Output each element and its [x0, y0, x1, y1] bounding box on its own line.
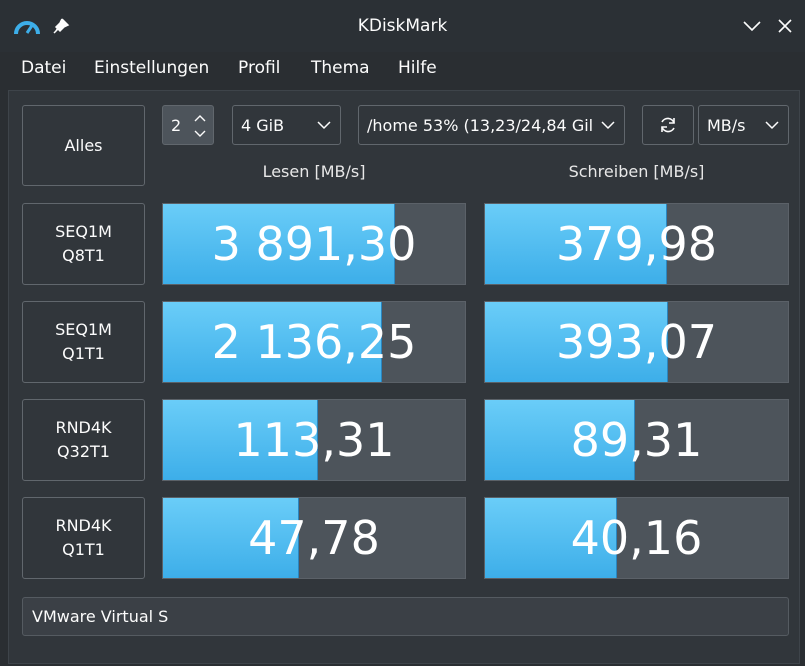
write-header: Schreiben [MB/s]	[568, 162, 705, 181]
write-value: 393,07	[556, 315, 717, 369]
menu-item[interactable]: Hilfe	[398, 58, 437, 78]
write-fill	[485, 498, 618, 578]
test-name: SEQ1M	[55, 222, 112, 241]
read-value: 113,31	[233, 413, 395, 467]
read-fill	[163, 498, 299, 578]
test-button[interactable]: SEQ1M Q1T1	[22, 301, 145, 383]
read-value: 2 136,25	[211, 315, 417, 369]
target-value: /home 53% (13,23/24,84 Gil	[367, 115, 594, 135]
device-field[interactable]: VMware Virtual S	[22, 597, 789, 636]
test-name: Q8T1	[62, 246, 105, 265]
test-name: Q32T1	[57, 442, 110, 461]
test-button[interactable]: SEQ1M Q8T1	[22, 203, 145, 285]
read-bar: 2 136,25	[162, 301, 466, 383]
title-bar	[0, 0, 805, 52]
read-bar: 47,78	[162, 497, 466, 579]
combo-arrow	[317, 121, 331, 130]
target-combo[interactable]: /home 53% (13,23/24,84 Gil	[358, 105, 625, 145]
test-name: RND4K	[55, 418, 112, 437]
write-bar: 393,07	[484, 301, 789, 383]
menu-item[interactable]: Einstellungen	[94, 58, 210, 78]
size-combo[interactable]: 4 GiB	[232, 105, 341, 145]
all-button[interactable]: Alles	[22, 105, 145, 186]
write-bar: 40,16	[484, 497, 789, 579]
read-fill	[163, 400, 318, 480]
window-title: KDiskMark	[357, 16, 448, 36]
read-fill	[163, 204, 396, 284]
refresh-button[interactable]	[642, 105, 694, 145]
write-bar: 89,31	[484, 399, 789, 481]
write-fill	[485, 204, 667, 284]
combo-arrow	[600, 118, 616, 132]
write-value: 89,31	[570, 413, 703, 467]
test-name: Q1T1	[62, 540, 105, 559]
read-fill	[163, 302, 382, 382]
menu-item[interactable]: Datei	[21, 58, 67, 78]
write-bar: 379,98	[484, 203, 789, 285]
unit-combo[interactable]: MB/s	[698, 105, 789, 145]
refresh-icon	[661, 117, 675, 133]
runs-value: 2	[171, 115, 182, 135]
read-value: 3 891,30	[211, 217, 417, 271]
test-name: RND4K	[55, 516, 112, 535]
read-bar: 3 891,30	[162, 203, 466, 285]
write-fill	[485, 302, 668, 382]
write-value: 40,16	[570, 511, 703, 565]
write-fill	[485, 400, 636, 480]
read-bar: 113,31	[162, 399, 466, 481]
write-value: 379,98	[556, 217, 717, 271]
test-name: SEQ1M	[55, 320, 112, 339]
read-value: 47,78	[248, 511, 380, 565]
close-button[interactable]	[776, 17, 794, 35]
size-value: 4 GiB	[241, 115, 285, 135]
spin-arrows[interactable]	[193, 112, 207, 140]
combo-arrow	[765, 121, 779, 130]
runs-spinbox[interactable]: 2	[162, 105, 214, 145]
test-name: Q1T1	[62, 344, 105, 363]
menu-item[interactable]: Profil	[238, 58, 281, 78]
read-header: Lesen [MB/s]	[262, 162, 366, 181]
minimize-button[interactable]	[742, 18, 762, 34]
test-button[interactable]: RND4K Q32T1	[22, 399, 145, 481]
test-button[interactable]: RND4K Q1T1	[22, 497, 145, 579]
unit-value: MB/s	[707, 115, 746, 135]
app-icon	[14, 21, 40, 35]
pin-icon[interactable]	[52, 17, 70, 35]
menu-item[interactable]: Thema	[311, 58, 370, 78]
